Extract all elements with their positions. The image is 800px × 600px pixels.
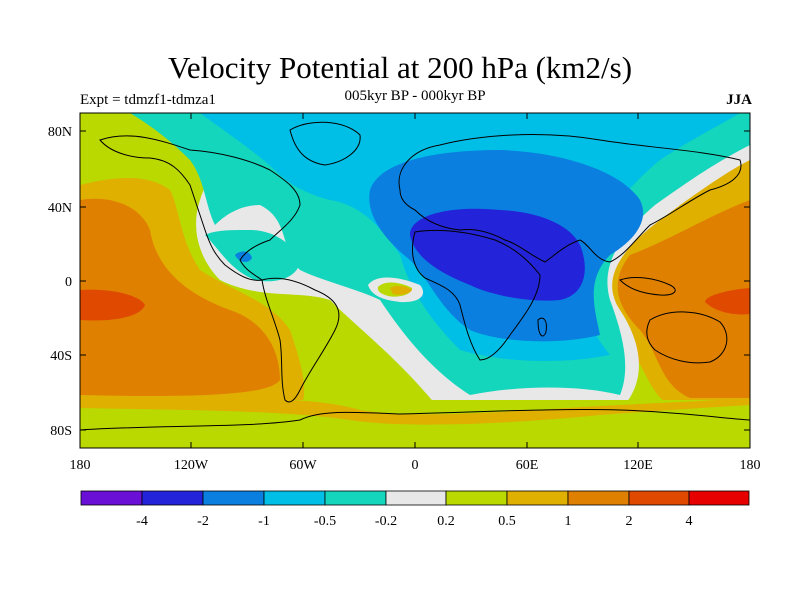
contour-field xyxy=(80,113,750,448)
colorbar-swatch-1 xyxy=(80,490,143,506)
field-blue-caribbean xyxy=(235,251,252,262)
colorbar-label-3: -1 xyxy=(258,514,270,529)
colorbar-label-5: -0.2 xyxy=(375,514,397,529)
field-teal-caribbean xyxy=(205,230,300,282)
colorbar-swatch-5 xyxy=(324,490,387,506)
coast-maritime-continent xyxy=(619,277,676,296)
coast-south-america xyxy=(261,277,340,403)
lon-label-0: 0 xyxy=(412,458,419,473)
lon-label-180w: 180 xyxy=(70,458,91,473)
colorbar-label-4: -0.5 xyxy=(314,514,336,529)
coast-north-america xyxy=(99,135,301,281)
coast-africa xyxy=(412,229,541,361)
lon-label-120e: 120E xyxy=(623,458,653,473)
colorbar-label-6: 0.2 xyxy=(437,514,455,529)
field-east-pacific-red xyxy=(80,289,145,321)
colorbar-swatch-9 xyxy=(567,490,630,506)
lat-label-40n: 40N xyxy=(48,201,72,216)
lon-label-120w: 120W xyxy=(174,458,209,473)
season-label: JJA xyxy=(726,92,752,108)
period-label: 005kyr BP - 000kyr BP xyxy=(344,88,486,104)
lat-label-40s: 40S xyxy=(50,349,72,364)
lon-axis: 180 120W 60W 0 60E 120E 180 xyxy=(70,113,761,473)
colorbar-swatch-8 xyxy=(506,490,569,506)
colorbar: -4 -2 -1 -0.5 -0.2 0.2 0.5 1 2 4 xyxy=(80,490,750,529)
colorbar-label-1: -4 xyxy=(136,514,148,529)
colorbar-swatch-3 xyxy=(202,490,265,506)
coastlines xyxy=(80,121,750,431)
coast-greenland xyxy=(289,121,361,166)
colorbar-swatch-6 xyxy=(385,490,447,506)
coast-australia xyxy=(646,311,728,364)
lon-label-180e: 180 xyxy=(740,458,761,473)
field-west-pacific-red xyxy=(705,288,750,315)
chart-title: Velocity Potential at 200 hPa (km2/s) xyxy=(167,50,633,85)
field-west-pacific-orange xyxy=(617,200,750,398)
field-southern-ochre xyxy=(80,398,750,425)
experiment-label: Expt = tdmzf1-tdmza1 xyxy=(80,92,216,108)
colorbar-label-10: 4 xyxy=(686,514,693,529)
colorbar-swatch-10 xyxy=(628,490,690,506)
field-east-pacific-orange xyxy=(80,198,280,397)
coast-madagascar xyxy=(537,317,547,337)
colorbar-swatch-7 xyxy=(445,490,508,506)
colorbar-label-9: 2 xyxy=(626,514,633,529)
colorbar-swatch-2 xyxy=(141,490,204,506)
lon-label-60w: 60W xyxy=(289,458,317,473)
lat-axis: 80N 40N 0 40S 80S xyxy=(48,125,750,439)
colorbar-label-8: 1 xyxy=(565,514,572,529)
lat-label-80s: 80S xyxy=(50,424,72,439)
field-atlantic-ochre xyxy=(390,285,412,295)
lat-label-0: 0 xyxy=(65,275,72,290)
colorbar-label-7: 0.5 xyxy=(498,514,516,529)
lon-label-60e: 60E xyxy=(516,458,539,473)
lat-label-80n: 80N xyxy=(48,125,72,140)
colorbar-swatch-4 xyxy=(263,490,326,506)
coast-antarctica xyxy=(80,408,750,431)
colorbar-swatch-11 xyxy=(688,490,750,506)
colorbar-label-2: -2 xyxy=(197,514,209,529)
coast-eurasia xyxy=(398,134,742,263)
